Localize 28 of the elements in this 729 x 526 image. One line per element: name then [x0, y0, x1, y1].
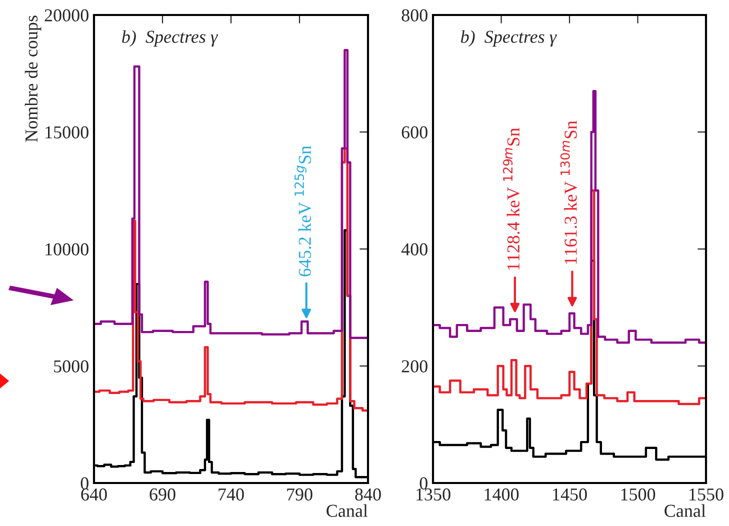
x-tick-label: 840 [355, 488, 381, 501]
text: b) Spectres γ [460, 30, 557, 47]
y-tick-label: 0 [80, 477, 88, 490]
x-tick-label: 1450 [553, 488, 587, 501]
x-tick-label: 740 [218, 488, 244, 501]
x-tick-label: 1400 [484, 488, 519, 501]
x-axis-title: Canal [326, 504, 368, 517]
x-tick-label: 1350 [416, 488, 450, 501]
y-axis-title: Nombre de coups [24, 16, 42, 142]
y-tick-label: 200 [402, 360, 428, 372]
x-tick-label: 1500 [621, 488, 656, 501]
y-tick-label: 600 [402, 126, 428, 138]
x-tick-label: 790 [287, 488, 312, 501]
annotation: 1128.4 keV $^{129m}$Sn [503, 128, 520, 270]
x-tick-label: 1550 [690, 488, 724, 501]
text: b) Spectres γ [122, 30, 218, 47]
annotation: 645.2 keV $^{125g}$Sn [294, 146, 312, 276]
y-tick-label: 20000 [44, 9, 88, 22]
x-axis-title: Canal [664, 504, 706, 517]
y-tick-label: 5000 [54, 360, 88, 372]
x-tick-label: 690 [150, 488, 176, 501]
y-tick-label: 400 [401, 243, 428, 256]
x-tick-label: 640 [81, 488, 107, 501]
y-tick-label: 0 [420, 477, 428, 490]
y-tick-label: 15000 [46, 126, 88, 138]
y-tick-label: 10000 [46, 243, 88, 256]
y-tick-label: 800 [402, 9, 428, 22]
annotation: 1161.3 keV $^{130m}$Sn [560, 120, 577, 264]
